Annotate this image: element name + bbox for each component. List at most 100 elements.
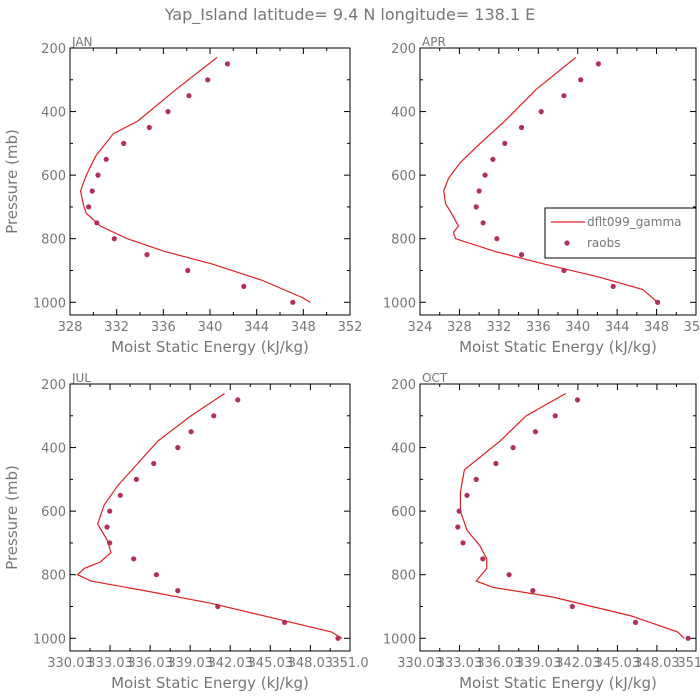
plot-frame [419, 383, 697, 652]
model-profile-line [79, 57, 311, 303]
x-tick-label: 332 [486, 320, 511, 335]
y-tick-label: 600 [391, 169, 416, 184]
x-axis-label: Moist Static Energy (kJ/kg) [111, 674, 309, 692]
raobs-point [185, 267, 191, 274]
x-tick-label: 352 [684, 320, 700, 335]
raobs-point [104, 524, 110, 530]
raobs-point [494, 236, 500, 242]
raobs-point [532, 429, 539, 435]
x-tick-label: 336 [151, 320, 176, 335]
raobs-point [111, 236, 117, 242]
legend-dot-label: raobs [587, 236, 621, 250]
x-tick-label: 348.03 [288, 656, 334, 671]
raobs-point [144, 252, 150, 258]
raobs-point [569, 603, 575, 610]
raobs-point [561, 267, 567, 274]
raobs-point [186, 93, 192, 99]
x-tick-label: 336 [526, 320, 551, 335]
legend-dot-swatch [564, 240, 570, 246]
y-tick-label: 400 [41, 106, 66, 121]
figure-title: Yap_Island latitude= 9.4 N longitude= 13… [164, 5, 536, 25]
raobs-point [610, 283, 616, 289]
y-tick-label: 200 [41, 378, 66, 393]
raobs-point [476, 188, 482, 194]
panel-apr: APR 200 400 600 800 1000 324 328 332 336 340 344 348… [383, 35, 700, 356]
x-tick-label: 330.03 [47, 656, 93, 671]
x-tick-label: 330.03 [397, 656, 443, 671]
x-tick-label: 342.03 [207, 656, 253, 671]
raobs-point [205, 77, 211, 83]
x-tick-label: 351.0 [677, 656, 700, 671]
x-tick-label: 345.03 [248, 656, 294, 671]
raobs-point [518, 252, 525, 258]
x-tick-label: 333.03 [87, 656, 133, 671]
raobs-point [538, 109, 544, 115]
y-axis-label: Pressure (mb) [3, 465, 21, 570]
raobs-point [455, 524, 461, 530]
raobs-point [552, 413, 558, 419]
panel-label: OCT [422, 371, 448, 385]
x-tick-label: 333.03 [437, 656, 483, 671]
x-tick-label: 328 [447, 320, 472, 335]
y-tick-label: 400 [41, 442, 66, 457]
model-profile-line [76, 393, 343, 639]
raobs-point [151, 460, 157, 467]
raobs-point [685, 635, 691, 641]
panel-jan: JAN 200 400 600 800 1000 328 332 336 340 344 348 352… [3, 35, 362, 356]
x-tick-label: 342.03 [555, 656, 601, 671]
raobs-point [235, 397, 241, 403]
y-tick-label: 600 [41, 169, 66, 184]
panel-jul: JUL 200 400 600 800 1000 330.03333.03336.03339… [3, 371, 369, 692]
raobs-point [165, 109, 171, 115]
raobs-point [175, 445, 181, 451]
raobs-point [473, 204, 479, 210]
plot-frame [69, 383, 351, 652]
model-profile-line [443, 57, 658, 303]
raobs-point [282, 619, 288, 626]
raobs-point [335, 635, 341, 641]
raobs-point [502, 140, 508, 146]
x-tick-label: 344 [244, 320, 269, 335]
raobs-point [510, 445, 516, 451]
model-profile-line [459, 392, 685, 639]
x-tick-label: 336.03 [127, 656, 173, 671]
y-tick-label: 800 [391, 569, 416, 584]
raobs-point [655, 299, 661, 305]
raobs-point [290, 299, 296, 305]
raobs-point [117, 492, 123, 498]
y-tick-label: 200 [41, 42, 66, 57]
x-tick-label: 332 [104, 320, 129, 335]
legend-line-label: dflt099_gamma [587, 215, 682, 229]
raobs-point [188, 429, 194, 435]
x-tick-label: 352 [338, 320, 363, 335]
raobs-point [89, 188, 95, 194]
y-tick-label: 600 [41, 505, 66, 520]
y-tick-label: 200 [391, 378, 416, 393]
panel-label: JAN [71, 35, 93, 49]
x-tick-label: 340 [198, 320, 223, 335]
raobs-point [224, 61, 231, 67]
panel-label: APR [422, 35, 446, 49]
raobs-point [175, 588, 181, 594]
raobs-point [94, 220, 100, 226]
x-tick-label: 324 [408, 320, 433, 335]
raobs-point [578, 77, 584, 83]
raobs-point [95, 172, 101, 178]
x-axis-label: Moist Static Energy (kJ/kg) [111, 338, 309, 356]
x-tick-label: 336.03 [476, 656, 522, 671]
y-tick-label: 1000 [33, 296, 66, 311]
y-tick-label: 200 [391, 42, 416, 57]
x-tick-label: 339.03 [167, 656, 213, 671]
x-tick-label: 328 [58, 320, 83, 335]
y-tick-label: 800 [391, 233, 416, 248]
raobs-point [595, 61, 602, 67]
y-tick-label: 800 [41, 569, 66, 584]
y-axis-label: Pressure (mb) [3, 129, 21, 234]
raobs-point [561, 93, 567, 99]
raobs-point [146, 124, 152, 131]
x-tick-label: 348 [644, 320, 669, 335]
y-tick-label: 600 [391, 505, 416, 520]
raobs-point [518, 124, 525, 131]
raobs-point [480, 556, 486, 562]
